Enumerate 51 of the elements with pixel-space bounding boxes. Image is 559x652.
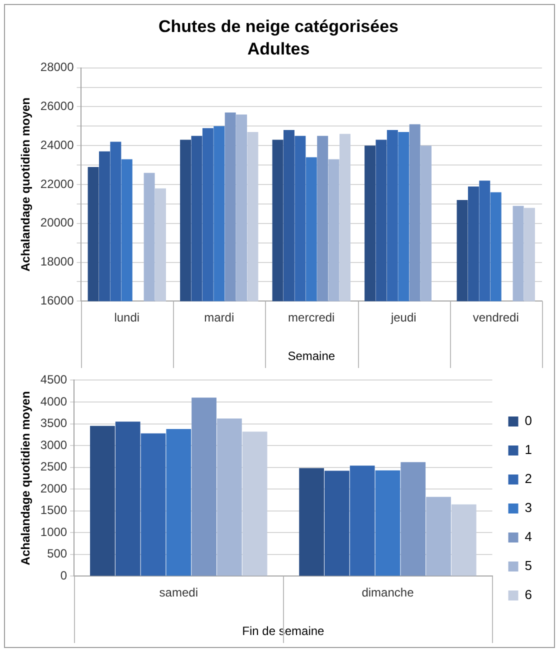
bar xyxy=(216,418,242,576)
bar xyxy=(350,466,375,576)
x-tick-label: mercredi xyxy=(288,310,335,325)
x-tick-label: lundi xyxy=(114,310,140,325)
x-tick-label: mardi xyxy=(204,310,234,325)
y-axis-title: Achalandage quotidien moyen xyxy=(18,97,33,272)
y-tick-label: 16000 xyxy=(40,294,74,308)
y-tick-label: 22000 xyxy=(40,176,74,191)
y-tick-label: 0 xyxy=(60,568,68,583)
legend-label: 4 xyxy=(524,529,532,544)
legend-label: 0 xyxy=(524,413,532,428)
bar xyxy=(375,470,400,576)
y-tick-label: 3000 xyxy=(40,438,68,452)
y-tick-label: 4500 xyxy=(40,372,68,387)
bar xyxy=(400,462,426,576)
bar xyxy=(115,422,140,576)
legend-label: 3 xyxy=(524,500,532,516)
legend-label: 1 xyxy=(524,442,532,458)
bar xyxy=(426,496,451,576)
y-tick-label: 26000 xyxy=(40,99,74,114)
y-axis-title: Achalandage quotidien moyen xyxy=(18,391,33,566)
bar xyxy=(90,426,115,576)
x-tick-label: jeudi xyxy=(390,310,416,325)
y-tick-label: 24000 xyxy=(40,138,74,152)
y-tick-label: 20000 xyxy=(40,216,74,230)
bar xyxy=(242,432,268,576)
y-tick-label: 2500 xyxy=(40,460,68,474)
bar xyxy=(299,468,324,576)
x-axis-title: Semaine xyxy=(288,349,336,364)
x-axis-title: Fin de semaine xyxy=(242,624,325,638)
x-tick-label: samedi xyxy=(159,586,198,600)
y-tick-label: 1500 xyxy=(40,503,68,518)
chart-title: Chutes de neige catégorisées xyxy=(158,16,398,36)
legend-label: 5 xyxy=(524,558,532,574)
bar xyxy=(166,428,192,576)
bar xyxy=(140,433,166,576)
y-tick-label: 28000 xyxy=(40,60,74,74)
x-tick-label: vendredi xyxy=(472,310,519,325)
x-tick-label: dimanche xyxy=(362,586,414,600)
y-tick-label: 3500 xyxy=(40,416,68,430)
legend-label: 6 xyxy=(524,587,532,602)
y-tick-label: 4000 xyxy=(40,394,68,408)
bar xyxy=(192,398,216,576)
y-tick-label: 2000 xyxy=(40,481,68,496)
chart-subtitle: Adultes xyxy=(247,39,310,58)
bar xyxy=(324,470,350,576)
bar xyxy=(451,504,476,576)
y-tick-label: 18000 xyxy=(40,254,74,269)
y-tick-label: 1000 xyxy=(40,524,68,539)
y-tick-label: 500 xyxy=(47,546,68,561)
legend-label: 2 xyxy=(524,471,532,486)
